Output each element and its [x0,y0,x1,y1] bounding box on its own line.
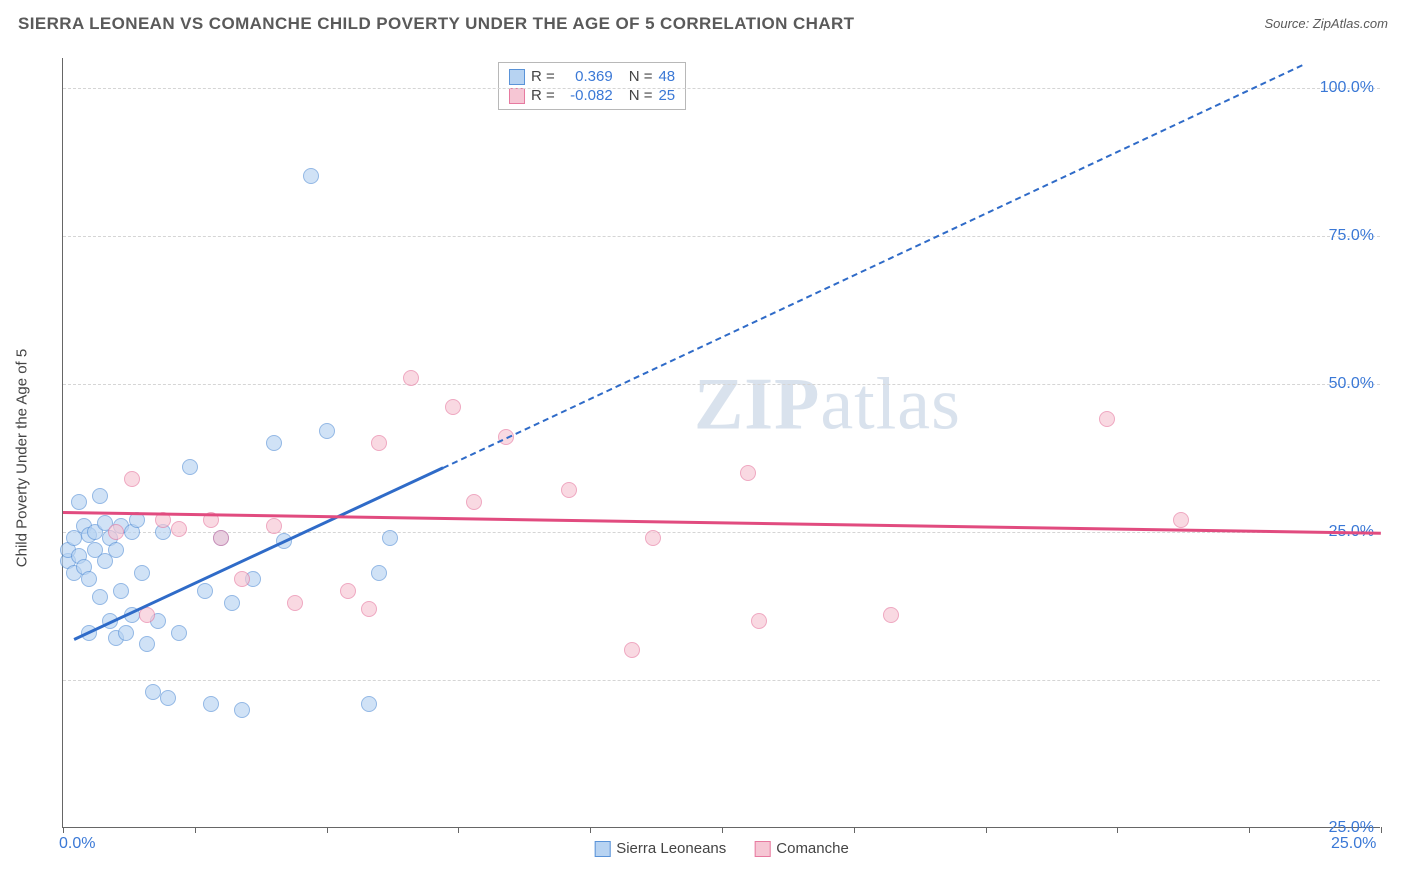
data-point [466,494,482,510]
source-label: Source: ZipAtlas.com [1264,15,1388,33]
legend-swatch [754,841,770,857]
data-point [371,565,387,581]
r-label: R = [531,68,555,85]
data-point [751,613,767,629]
data-point [645,530,661,546]
data-point [81,571,97,587]
data-point [92,589,108,605]
x-tick [458,827,459,833]
data-point [624,642,640,658]
x-tick [63,827,64,833]
regression-extrapolation [442,64,1302,469]
data-point [108,542,124,558]
data-point [361,696,377,712]
stats-row: R = 0.369 N = 48 [509,67,675,86]
x-tick [327,827,328,833]
n-label: N = [629,68,653,85]
n-label: N = [629,87,653,104]
legend-label: Sierra Leoneans [616,840,726,857]
data-point [1099,411,1115,427]
data-point [234,702,250,718]
legend-swatch [509,88,525,104]
data-point [361,601,377,617]
n-value: 48 [658,68,675,85]
plot-area: ZIPatlas R =0.369N =48R =-0.082N =25 Sie… [62,58,1380,828]
data-point [445,399,461,415]
data-point [145,684,161,700]
data-point [213,530,229,546]
data-point [139,607,155,623]
data-point [92,488,108,504]
data-point [182,459,198,475]
data-point [303,168,319,184]
gridline [63,532,1380,533]
y-tick-label: 100.0% [1320,79,1374,97]
data-point [171,625,187,641]
x-tick [854,827,855,833]
data-point [203,696,219,712]
data-point [740,465,756,481]
data-point [197,583,213,599]
chart-container: Child Poverty Under the Age of 5 ZIPatla… [50,48,1390,868]
gridline [63,88,1380,89]
x-tick [590,827,591,833]
stats-row: R = -0.082 N = 25 [509,86,675,105]
regression-line [73,467,443,641]
data-point [382,530,398,546]
data-point [403,370,419,386]
data-point [139,636,155,652]
stats-legend: R = 0.369 N = 48 R = -0.082 N = 25 [498,62,686,110]
data-point [118,625,134,641]
r-value: 0.369 [561,68,613,85]
data-point [71,494,87,510]
gridline [63,384,1380,385]
legend-label: Comanche [776,840,849,857]
r-label: R = [531,87,555,104]
data-point [171,521,187,537]
x-tick [1381,827,1382,833]
gridline [63,680,1380,681]
data-point [287,595,303,611]
n-value: 25 [658,87,675,104]
watermark-atlas: atlas [820,363,961,445]
watermark: ZIPatlas [694,362,961,447]
data-point [108,524,124,540]
x-tick-label: 25.0% [1331,835,1376,853]
legend-item: Sierra Leoneans [594,840,726,857]
data-point [883,607,899,623]
data-point [234,571,250,587]
watermark-zip: ZIP [694,363,820,445]
x-tick [1249,827,1250,833]
data-point [319,423,335,439]
r-value: -0.082 [561,87,613,104]
data-point [266,518,282,534]
chart-title: SIERRA LEONEAN VS COMANCHE CHILD POVERTY… [18,14,854,34]
x-tick [722,827,723,833]
data-point [561,482,577,498]
data-point [113,583,129,599]
source-prefix: Source: [1264,16,1312,31]
data-point [124,471,140,487]
x-tick-label: 0.0% [59,835,95,853]
series-legend: Sierra Leoneans Comanche [594,840,849,857]
gridline [63,236,1380,237]
x-tick [1117,827,1118,833]
data-point [134,565,150,581]
source-text: ZipAtlas.com [1313,16,1388,31]
y-axis-label: Child Poverty Under the Age of 5 [14,349,31,567]
data-point [266,435,282,451]
data-point [224,595,240,611]
legend-swatch [509,69,525,85]
data-point [1173,512,1189,528]
x-tick [195,827,196,833]
y-tick-label: 75.0% [1329,227,1374,245]
legend-item: Comanche [754,840,849,857]
legend-swatch [594,841,610,857]
y-tick-label: 50.0% [1329,375,1374,393]
data-point [340,583,356,599]
data-point [160,690,176,706]
data-point [371,435,387,451]
x-tick [986,827,987,833]
